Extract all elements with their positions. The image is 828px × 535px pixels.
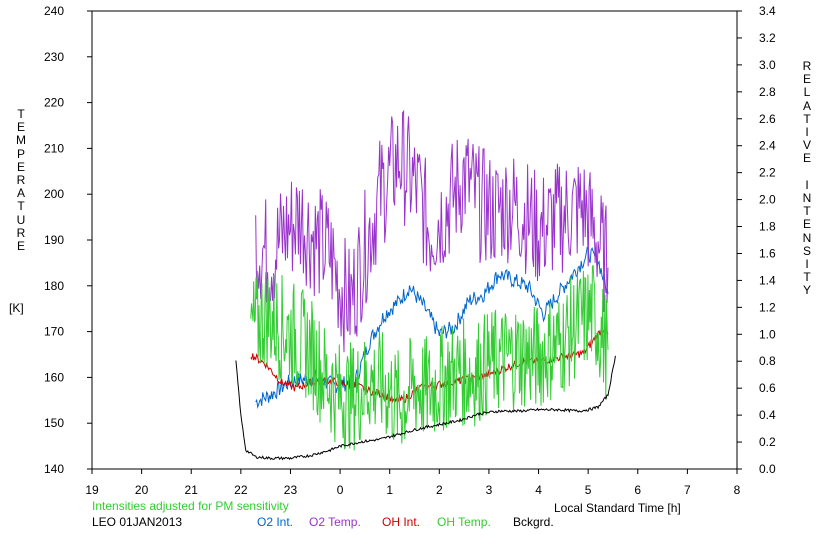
x-tick-label: 3 xyxy=(486,483,493,497)
right-tick-label: 0.4 xyxy=(759,408,776,422)
plot-frame xyxy=(91,10,738,470)
x-tick-label: 8 xyxy=(734,483,741,497)
left-tick-label: 230 xyxy=(44,50,64,64)
x-axis-ticks: 19 20 21 22 23 0 1 2 3 4 5 6 7 8 xyxy=(85,469,741,497)
right-tick-label: 3.2 xyxy=(759,31,776,45)
left-axis-ticks: 240 230 220 210 200 190 180 170 160 150 140 xyxy=(44,4,92,476)
right-tick-label: 2.4 xyxy=(759,139,776,153)
left-tick-label: 180 xyxy=(44,279,64,293)
x-tick-label: 0 xyxy=(337,483,344,497)
x-tick-label: 5 xyxy=(585,483,592,497)
right-axis-ticks: 3.4 3.2 3.0 2.8 2.6 2.4 2.2 2.0 1.8 1.6 1.4 1.2 1.0 0… xyxy=(737,4,776,476)
right-tick-label: 2.6 xyxy=(759,112,776,126)
right-tick-label: 3.4 xyxy=(759,4,776,18)
left-tick-label: 160 xyxy=(44,370,64,384)
x-tick-label: 6 xyxy=(634,483,641,497)
right-tick-label: 2.2 xyxy=(759,166,776,180)
x-tick-label: 1 xyxy=(386,483,393,497)
right-tick-label: 3.0 xyxy=(759,58,776,72)
left-tick-label: 200 xyxy=(44,187,64,201)
right-tick-label: 1.6 xyxy=(759,246,776,260)
left-axis-unit: [K] xyxy=(9,301,24,315)
x-tick-label: 2 xyxy=(436,483,443,497)
right-tick-label: 1.4 xyxy=(759,273,776,287)
station-date: LEO 01JAN2013 xyxy=(92,515,183,529)
left-tick-label: 210 xyxy=(44,141,64,155)
left-tick-label: 240 xyxy=(44,4,64,18)
x-tick-label: 19 xyxy=(85,483,99,497)
x-tick-label: 23 xyxy=(284,483,298,497)
right-tick-label: 2.8 xyxy=(759,85,776,99)
right-tick-label: 1.0 xyxy=(759,327,776,341)
left-tick-label: 150 xyxy=(44,416,64,430)
right-tick-label: 0.8 xyxy=(759,354,776,368)
right-tick-label: 0.2 xyxy=(759,435,776,449)
right-tick-label: 1.2 xyxy=(759,300,776,314)
right-tick-label: 0.6 xyxy=(759,381,776,395)
x-tick-label: 4 xyxy=(535,483,542,497)
series-line-oh-temp xyxy=(250,264,609,451)
series-layer xyxy=(235,109,616,461)
legend-o2-int: O2 Int. xyxy=(257,515,294,529)
x-tick-label: 20 xyxy=(135,483,149,497)
series-line-o2-temp xyxy=(255,109,609,353)
left-tick-label: 170 xyxy=(44,325,64,339)
legend-oh-temp: OH Temp. xyxy=(437,515,491,529)
right-tick-label: 0.0 xyxy=(759,462,776,476)
left-tick-label: 220 xyxy=(44,96,64,110)
legend-bckgrd: Bckgrd. xyxy=(513,515,554,529)
sensitivity-note: Intensities adjusted for PM sensitivity xyxy=(92,499,289,513)
left-tick-label: 140 xyxy=(44,462,64,476)
right-tick-label: 2.0 xyxy=(759,193,776,207)
x-tick-label: 7 xyxy=(684,483,691,497)
legend-oh-int: OH Int. xyxy=(382,515,421,529)
legend-o2-temp: O2 Temp. xyxy=(309,515,361,529)
x-tick-label: 21 xyxy=(185,483,199,497)
left-tick-label: 190 xyxy=(44,233,64,247)
right-tick-label: 1.8 xyxy=(759,220,776,234)
x-tick-label: 22 xyxy=(234,483,248,497)
series-line-bckgrd xyxy=(235,355,616,461)
x-axis-label: Local Standard Time [h] xyxy=(554,501,681,515)
